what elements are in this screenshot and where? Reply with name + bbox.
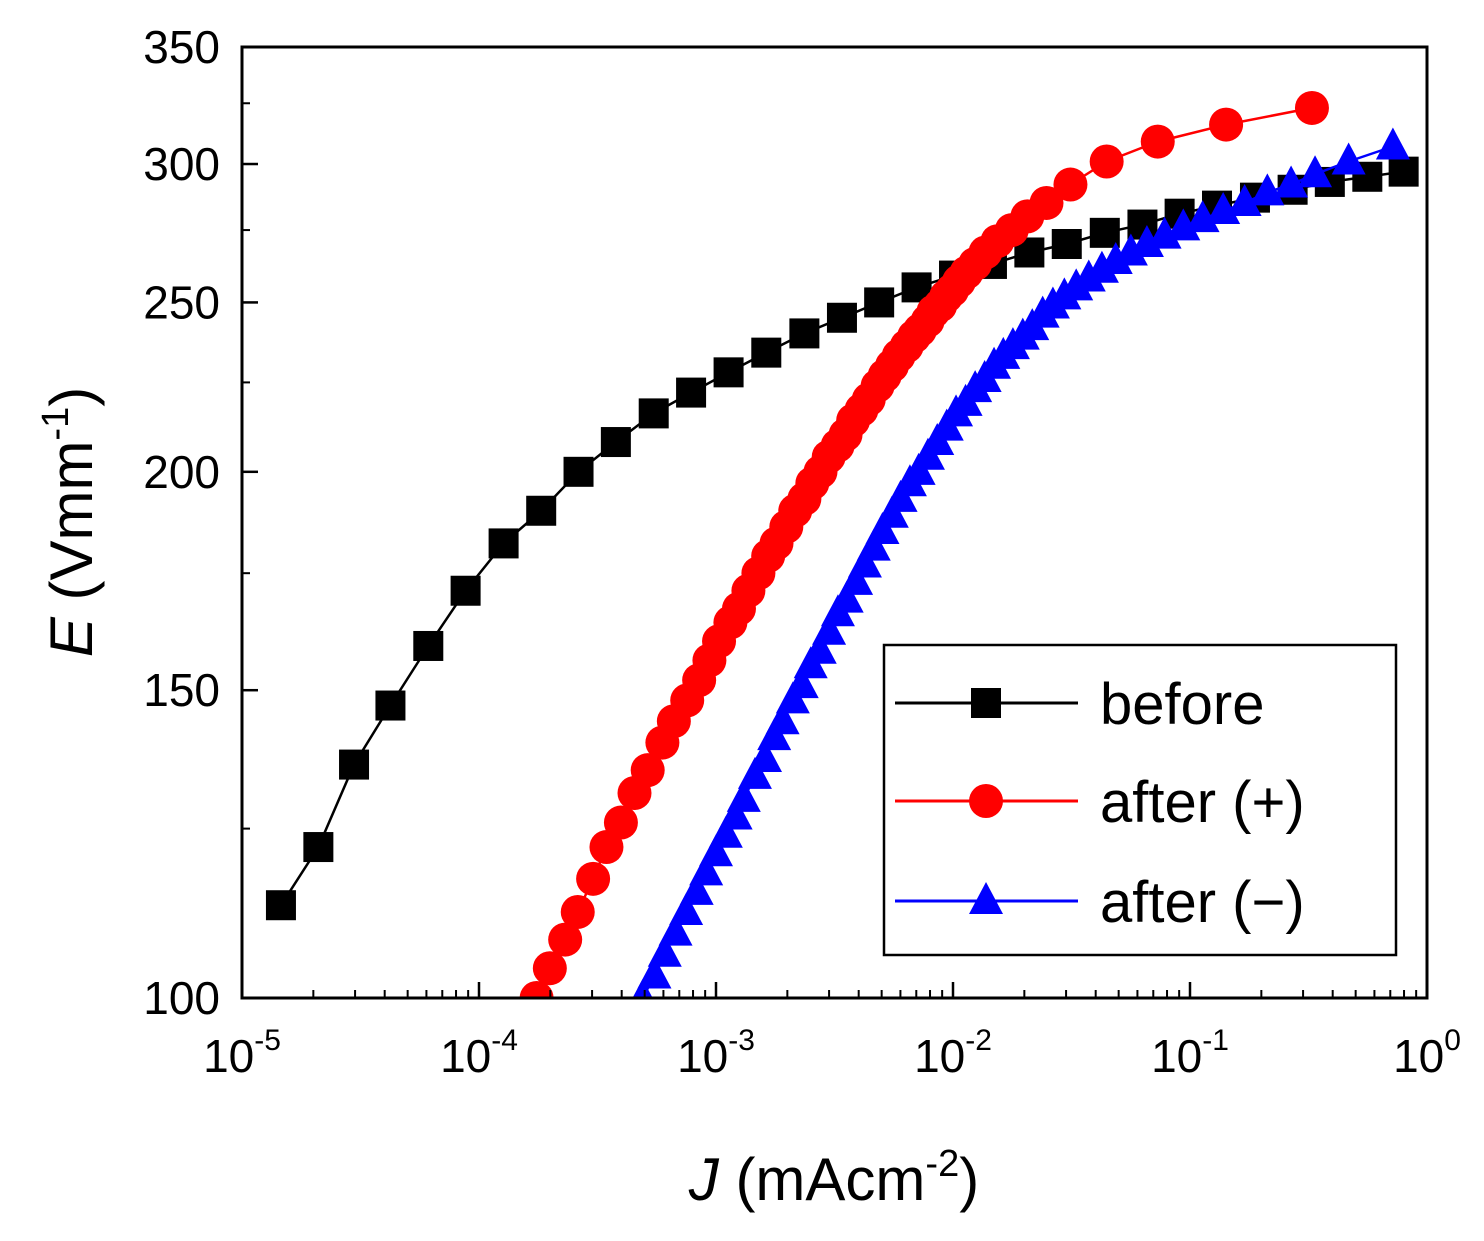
data-point-triangle — [1227, 183, 1262, 216]
legend-entry: before — [895, 672, 1264, 737]
data-point-square — [676, 377, 707, 408]
legend: before after (+) after (−) — [882, 643, 1398, 957]
data-point-square — [303, 832, 334, 863]
data-point-square — [600, 427, 631, 458]
data-point-triangle — [1375, 127, 1410, 160]
data-point-triangle — [1274, 165, 1309, 198]
data-point-triangle — [1166, 208, 1201, 241]
x-tick-label: 10-3 — [677, 1024, 755, 1082]
data-point-square — [713, 357, 744, 388]
legend-marker-square — [971, 688, 1001, 718]
y-tick-label: 150 — [143, 664, 220, 716]
series-circle — [519, 90, 1329, 998]
data-point-triangle — [689, 853, 724, 886]
data-point-square — [375, 690, 406, 721]
data-point-square — [339, 749, 370, 780]
y-tick-label: 300 — [143, 138, 220, 190]
x-tick-label: 10-4 — [440, 1024, 518, 1082]
data-point-circle — [1029, 185, 1064, 220]
data-point-triangle — [856, 528, 891, 561]
data-point-circle — [548, 922, 583, 957]
legend-label: after (+) — [1100, 770, 1305, 835]
legend-label: after (−) — [1100, 870, 1305, 935]
x-tick-label: 100 — [1393, 1024, 1461, 1082]
data-point-circle — [1053, 167, 1088, 202]
data-point-triangle — [839, 562, 874, 595]
data-point-triangle — [1298, 155, 1333, 188]
data-point-square — [265, 890, 296, 921]
data-point-square — [413, 630, 444, 661]
x-tick-label: 10-2 — [914, 1024, 992, 1082]
data-point-square — [563, 456, 594, 487]
data-point-triangle — [726, 779, 761, 812]
data-point-square — [488, 528, 519, 559]
data-point-square — [450, 575, 481, 606]
data-point-triangle — [812, 612, 847, 645]
legend-label: before — [1100, 672, 1264, 737]
series-triangle — [632, 127, 1410, 998]
data-point-circle — [630, 753, 665, 788]
y-axis-title: E (Vmm-1) — [35, 387, 105, 657]
data-point-square — [789, 318, 820, 349]
data-point-triangle — [765, 702, 800, 735]
data-point-circle — [576, 861, 611, 896]
data-point-circle — [1294, 90, 1329, 125]
data-point-triangle — [637, 956, 672, 989]
data-point-square — [526, 495, 557, 526]
data-point-triangle — [748, 740, 783, 773]
data-point-circle — [532, 951, 567, 986]
x-tick-label: 10-5 — [203, 1024, 281, 1082]
data-point-triangle — [1113, 233, 1148, 266]
legend-marker-triangle — [969, 882, 1003, 914]
data-point-triangle — [1331, 142, 1366, 175]
data-point-triangle — [1129, 225, 1164, 258]
x-axis-title: J (mAcm-2) — [688, 1143, 979, 1213]
y-tick-label: 350 — [143, 21, 220, 73]
data-point-triangle — [647, 934, 682, 967]
data-point-triangle — [708, 815, 743, 848]
data-point-square — [751, 337, 782, 368]
legend-entry: after (+) — [895, 770, 1305, 835]
data-point-square — [638, 398, 669, 429]
data-point-circle — [560, 894, 595, 929]
data-point-square — [1089, 217, 1120, 248]
data-point-triangle — [847, 545, 882, 578]
data-point-triangle — [865, 511, 900, 544]
data-point-circle — [1089, 144, 1124, 179]
data-point-square — [1388, 156, 1419, 187]
data-point-triangle — [1098, 242, 1133, 275]
data-point-triangle — [802, 631, 837, 664]
y-tick-label: 100 — [143, 972, 220, 1024]
x-tick-label: 10-1 — [1151, 1024, 1229, 1082]
data-point-circle — [589, 830, 624, 865]
legend-marker-circle — [969, 784, 1003, 818]
data-point-circle — [603, 805, 638, 840]
data-point-triangle — [784, 666, 819, 699]
data-point-triangle — [737, 756, 772, 789]
plot-frame — [240, 45, 1429, 1000]
data-point-triangle — [829, 580, 864, 613]
data-point-triangle — [718, 797, 753, 830]
data-point-triangle — [679, 872, 714, 905]
data-point-square — [826, 302, 857, 333]
data-point-circle — [519, 981, 554, 998]
data-point-square — [864, 287, 895, 318]
legend-entry: after (−) — [895, 870, 1305, 935]
data-point-triangle — [1206, 191, 1241, 224]
y-tick-label: 200 — [143, 446, 220, 498]
data-point-triangle — [669, 892, 704, 925]
y-tick-label: 250 — [143, 276, 220, 328]
data-point-triangle — [1084, 250, 1119, 283]
data-point-triangle — [1147, 216, 1182, 249]
data-point-triangle — [658, 913, 693, 946]
data-point-circle — [1140, 124, 1175, 159]
data-point-triangle — [699, 834, 733, 867]
data-point-circle — [1209, 107, 1244, 142]
data-point-triangle — [1185, 200, 1220, 233]
data-point-square — [1051, 229, 1082, 260]
